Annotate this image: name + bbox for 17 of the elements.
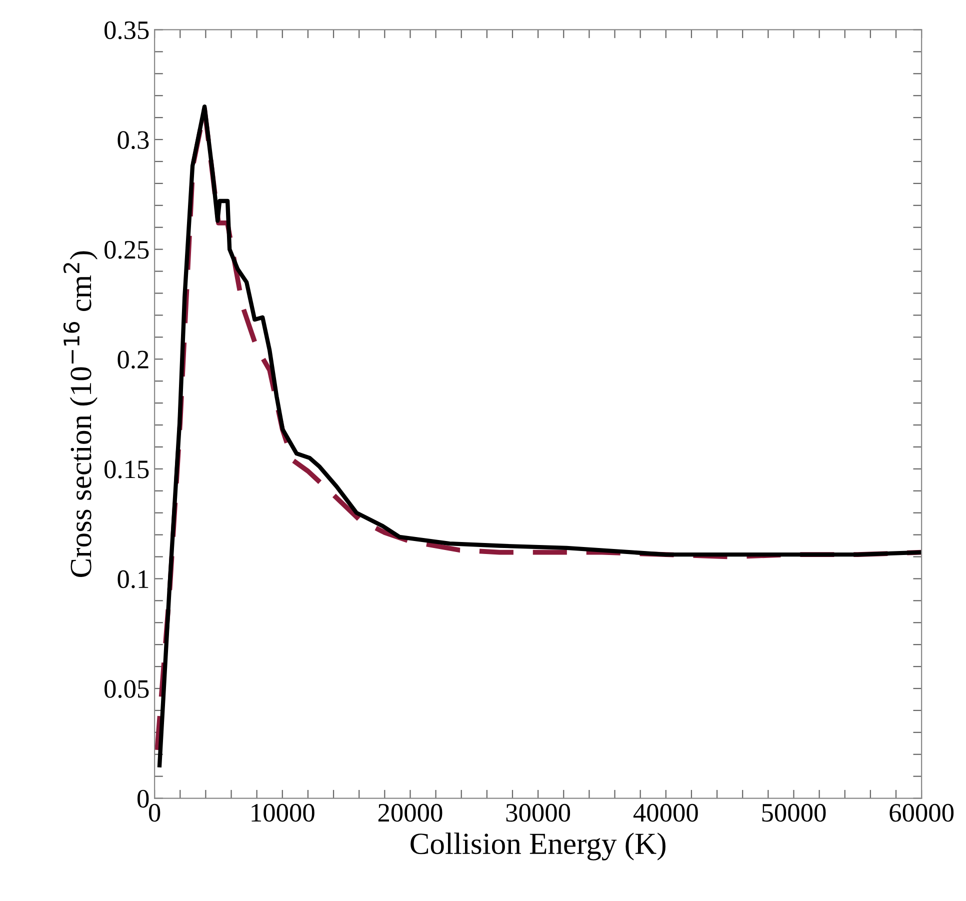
y-tick-label: 0.15 [104,460,149,478]
x-tick-label: 20000 [378,804,442,822]
y-tick-label: 0.35 [104,21,149,40]
y-tick-label: 0.3 [118,131,149,150]
y-axis-title: Cross section (10$^{−16}$ cm$^{2}$) [63,251,98,577]
y-tick-label: 0 [138,790,149,808]
y-tick-label: 0.05 [104,680,149,698]
x-tick-label: 50000 [762,804,826,822]
y-tick-label: 0.1 [118,570,148,588]
x-axis-title: Collision Energy (K) [410,832,666,860]
y-tick-label: 0.2 [118,350,148,369]
x-tick-label: 0 [148,804,160,822]
x-tick-label: 10000 [252,804,314,822]
x-tick-label: 40000 [633,804,698,822]
x-tick-label: 60000 [890,804,954,822]
y-tick-label: 0.25 [104,240,149,259]
x-tick-label: 30000 [506,804,570,822]
